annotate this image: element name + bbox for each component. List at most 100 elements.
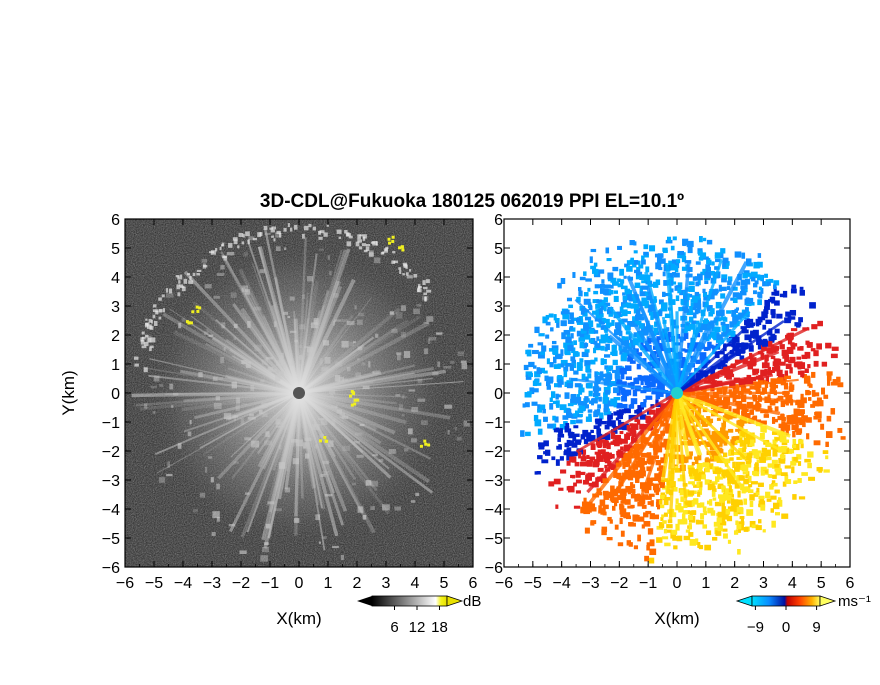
velocity-cell [560, 349, 563, 356]
velocity-cell [831, 382, 838, 386]
echo-cell [329, 271, 331, 275]
velocity-cell [585, 278, 592, 281]
echo-cell [372, 371, 374, 374]
colorbar-tick-label: −9 [747, 619, 764, 636]
velocity-cell [643, 399, 646, 402]
echo-cell [370, 481, 378, 487]
velocity-cell [635, 315, 639, 321]
x-tick-label: −5 [145, 575, 163, 592]
velocity-cell [785, 479, 791, 484]
echo-cell [251, 441, 259, 448]
velocity-cell [615, 373, 620, 379]
echo-cell [244, 252, 248, 256]
velocity-cell [688, 515, 693, 520]
echo-cell [464, 420, 470, 426]
velocity-cell [729, 457, 733, 461]
velocity-cell [598, 505, 602, 511]
velocity-cell [736, 524, 741, 529]
velocity-cell [706, 530, 711, 535]
velocity-cell [691, 303, 694, 306]
echo-cell [372, 454, 378, 456]
velocity-cell [796, 357, 801, 360]
velocity-cell [620, 279, 624, 283]
velocity-cell [759, 498, 764, 504]
echo-cell [395, 506, 402, 510]
velocity-cell [584, 299, 591, 305]
velocity-cell [603, 443, 607, 448]
echo-cell-edge [372, 241, 377, 246]
velocity-cell [565, 428, 571, 432]
velocity-cell [695, 460, 698, 464]
echo-cell-edge [196, 273, 200, 276]
velocity-cell [573, 483, 577, 487]
echo-cell [331, 405, 338, 408]
velocity-cell [704, 281, 708, 284]
echo-cell [178, 323, 181, 328]
velocity-cell [640, 390, 646, 393]
echo-cell [417, 304, 422, 307]
velocity-cell [592, 398, 598, 403]
velocity-cell [601, 335, 604, 339]
velocity-cell [702, 524, 707, 528]
velocity-cell [741, 517, 744, 523]
velocity-cell [664, 543, 670, 547]
velocity-cell [774, 464, 779, 468]
velocity-cell [758, 483, 764, 487]
echo-cell-edge [166, 288, 168, 293]
echo-cell [253, 307, 261, 311]
velocity-cell [750, 386, 755, 389]
velocity-cell [708, 483, 711, 490]
echo-cell-edge [344, 230, 348, 233]
high-reflectivity-cell [354, 399, 357, 402]
echo-cell [220, 357, 224, 363]
velocity-cell [807, 364, 810, 368]
echo-cell-edge [260, 232, 263, 236]
echo-cell [322, 365, 330, 371]
x-tick-label: 1 [324, 575, 333, 592]
x-tick-label: −5 [524, 575, 542, 592]
velocity-cell [600, 346, 604, 351]
echo-cell [436, 332, 442, 334]
velocity-cell [695, 282, 699, 287]
velocity-cell [688, 247, 693, 253]
echo-cell [319, 542, 321, 544]
velocity-cell [775, 437, 780, 441]
echo-cell-edge [144, 342, 149, 346]
velocity-cell [587, 288, 590, 292]
echo-cell [342, 446, 350, 451]
velocity-cell [609, 290, 614, 294]
x-tick-label: −1 [261, 575, 279, 592]
velocity-cell [630, 404, 634, 409]
velocity-cell [598, 468, 604, 472]
velocity-cell [814, 440, 821, 445]
velocity-cell [751, 481, 758, 484]
velocity-cell [525, 402, 530, 407]
velocity-cell [798, 439, 803, 444]
echo-cell-edge [237, 245, 239, 248]
velocity-cell [727, 281, 732, 286]
velocity-cell [787, 347, 793, 354]
echo-cell [166, 293, 174, 297]
velocity-cell [673, 236, 677, 240]
echo-cell-edge [271, 226, 276, 229]
velocity-cell [833, 379, 839, 382]
velocity-cell [697, 274, 703, 281]
high-reflectivity-cell [398, 246, 401, 249]
velocity-cell [580, 507, 584, 514]
velocity-cell [675, 265, 678, 272]
velocity-cell [751, 322, 755, 326]
velocity-cell [780, 414, 784, 420]
high-reflectivity-cell [392, 236, 395, 239]
velocity-cell [644, 461, 647, 465]
velocity-cell [604, 284, 611, 288]
echo-cell [397, 353, 401, 360]
velocity-cell [704, 511, 707, 515]
velocity-cell [573, 413, 577, 417]
velocity-cell [656, 279, 660, 285]
echo-cell [261, 403, 267, 408]
echo-cell [220, 265, 224, 269]
echo-cell [354, 441, 360, 443]
echo-cell [236, 404, 240, 411]
velocity-cell [586, 417, 592, 422]
